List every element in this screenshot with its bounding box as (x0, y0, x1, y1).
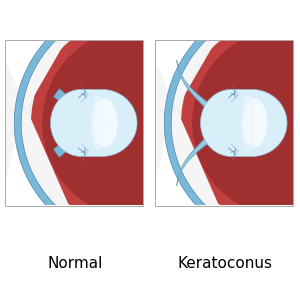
Ellipse shape (67, 92, 81, 154)
FancyBboxPatch shape (148, 205, 300, 235)
Ellipse shape (19, 4, 256, 242)
Polygon shape (14, 12, 88, 234)
Polygon shape (200, 89, 287, 157)
Polygon shape (177, 60, 227, 186)
Polygon shape (54, 89, 77, 157)
Polygon shape (155, 20, 228, 226)
Ellipse shape (241, 95, 255, 151)
Polygon shape (50, 89, 137, 157)
Ellipse shape (91, 95, 105, 151)
Ellipse shape (181, 17, 300, 229)
Ellipse shape (220, 106, 226, 140)
Text: Normal: Normal (47, 256, 103, 271)
Ellipse shape (242, 99, 268, 147)
FancyBboxPatch shape (5, 40, 143, 206)
FancyBboxPatch shape (148, 12, 300, 40)
Ellipse shape (75, 94, 79, 152)
FancyBboxPatch shape (0, 32, 6, 214)
FancyBboxPatch shape (143, 32, 213, 214)
Ellipse shape (169, 4, 300, 242)
Polygon shape (64, 101, 74, 145)
Ellipse shape (31, 17, 243, 229)
FancyBboxPatch shape (127, 32, 156, 214)
Ellipse shape (92, 99, 118, 147)
Polygon shape (5, 20, 78, 226)
Polygon shape (177, 60, 223, 186)
Polygon shape (164, 12, 238, 234)
Text: Keratoconus: Keratoconus (178, 256, 272, 271)
Ellipse shape (217, 92, 231, 154)
Ellipse shape (42, 28, 232, 218)
FancyBboxPatch shape (0, 12, 151, 40)
Ellipse shape (70, 106, 76, 140)
FancyBboxPatch shape (293, 32, 300, 214)
FancyBboxPatch shape (0, 205, 151, 235)
Ellipse shape (225, 94, 229, 152)
FancyBboxPatch shape (155, 40, 293, 206)
Ellipse shape (192, 28, 300, 218)
